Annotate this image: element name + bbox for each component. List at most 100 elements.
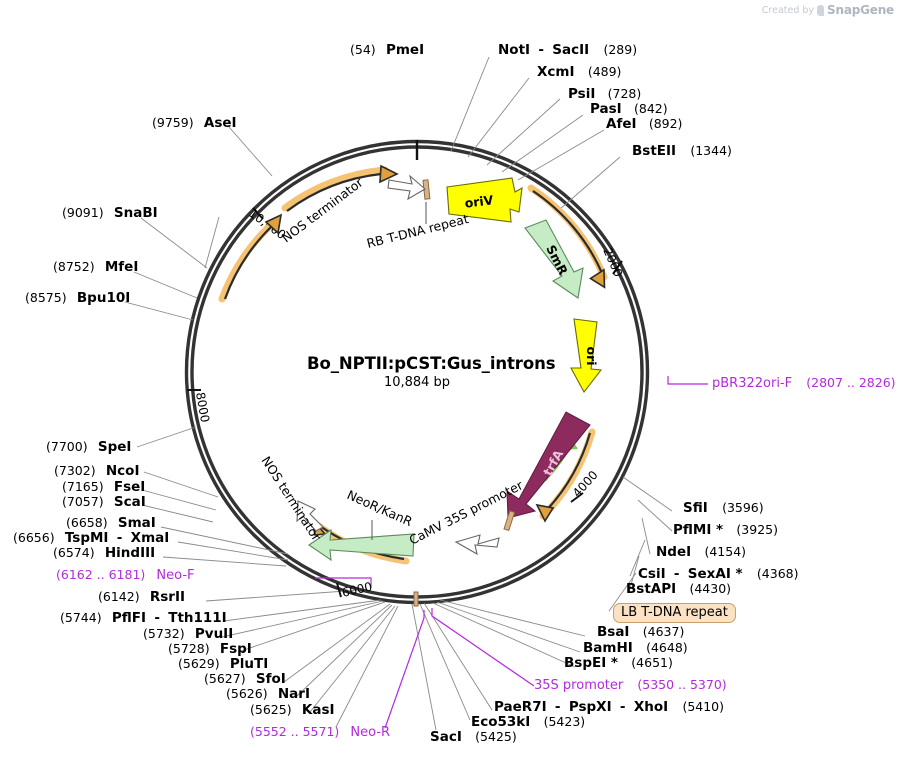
enzyme-pos-saci: (5425) [475, 729, 517, 744]
enzyme-label-ndei[interactable]: NdeI (4154) [656, 545, 746, 560]
enzyme-pos-fspi: (5728) [168, 641, 210, 656]
plasmid-name: Bo_NPTII:pCST:Gus_introns [307, 354, 556, 373]
feature-white-arrow-35S[interactable] [454, 534, 500, 556]
primer-label-neo-f[interactable]: (6162 .. 6181) Neo-F [56, 567, 195, 582]
ruler-tick-6000-label: 6000 [341, 579, 374, 600]
enzyme-label-saci[interactable]: SacI (5425) [430, 729, 517, 745]
enzyme-label-xcmi[interactable]: XcmI (489) [537, 64, 622, 80]
enzyme-label-asei[interactable]: (9759) AseI [152, 115, 237, 131]
feature-CaMV-35S-promoter[interactable] [503, 510, 516, 532]
enzyme-pos-bstei: (1344) [690, 143, 732, 158]
enzyme-name-saci: SacI [430, 729, 462, 745]
enzyme-label-pmei[interactable]: (54) PmeI [350, 42, 425, 58]
enzyme-label-bspei[interactable]: BspEI * (4651) [564, 655, 673, 671]
enzyme-label-pflmi[interactable]: PflMI * (3925) [673, 523, 778, 538]
enzyme-label-fsei[interactable]: (7165) FseI [62, 480, 145, 495]
enzyme-pos-xcmi: (489) [587, 64, 622, 79]
enzyme-pos-afei: (892) [648, 116, 683, 131]
feature-LB-TDNA-repeat-tick[interactable] [413, 591, 419, 607]
enzyme-label-snabi[interactable]: (9091) SnaBI [62, 205, 158, 221]
plasmid-size: 10,884 bp [383, 375, 451, 390]
enzyme-name-noti: NotI [498, 42, 531, 58]
enzyme-label-pluti[interactable]: (5629) PluTI [178, 657, 268, 672]
ruler-tick-8000-label: 8000 [193, 391, 212, 424]
enzyme-label-eco53ki[interactable]: Eco53kI (5423) [471, 714, 586, 730]
enzyme-name-sfoi: SfoI [255, 671, 286, 687]
enzyme-label-bsai[interactable]: BsaI (4637) [597, 625, 684, 640]
enzyme-name-bpu10i: Bpu10I [76, 290, 131, 306]
enzyme-pos-eco53ki: (5423) [543, 714, 586, 729]
primer-label-neo-r[interactable]: (5552 .. 5571) Neo-R [250, 724, 390, 739]
feature-NOS-terminator-top[interactable] [387, 174, 426, 201]
feature-RB-TDNA-repeat[interactable] [422, 179, 431, 224]
enzyme-label-spei[interactable]: (7700) SpeI [46, 439, 132, 455]
enzyme-name-rsrii: RsrII [149, 589, 186, 605]
enzyme-pos-sfii: (3596) [722, 500, 764, 515]
enzyme-label-csii-sexai[interactable]: CsiI - SexAI * (4368) [638, 566, 799, 582]
feature-oriV[interactable]: oriV [446, 177, 523, 223]
enzyme-pos-bspei: (4651) [631, 655, 673, 670]
enzyme-name-tspmi: TspMI [64, 530, 109, 546]
enzyme-label-tspmi-xmai[interactable]: (6656) TspMI - XmaI [13, 530, 169, 546]
feature-NOS-terminator-bottom[interactable] [296, 500, 324, 532]
feature-text-neor-kanr: NeoR/KanR [345, 487, 415, 529]
enzyme-label-noti-sacii[interactable]: NotI - SacII (289) [498, 42, 637, 58]
enzyme-label-bstei[interactable]: BstEII (1344) [632, 143, 732, 159]
enzyme-label-scai[interactable]: (7057) ScaI [62, 495, 146, 510]
enzyme-name-spei: SpeI [97, 439, 132, 455]
enzyme-label-rsrii[interactable]: (6142) RsrII [98, 589, 186, 605]
enzyme-name-sfii: SfiI [683, 500, 708, 516]
enzyme-label-hindiii[interactable]: (6574) HindIII [53, 545, 156, 561]
enzyme-label-bpu10i[interactable]: (8575) Bpu10I [25, 290, 131, 306]
enzyme-label-bamhi[interactable]: BamHI (4648) [583, 641, 688, 656]
enzyme-label-fspi[interactable]: (5728) FspI [168, 641, 252, 657]
enzyme-pos-asei: (9759) [152, 115, 194, 130]
feature-NeoR-KanR[interactable] [308, 520, 415, 562]
enzyme-name-tth111i: Tth111I [168, 610, 227, 626]
enzyme-label-bstapi[interactable]: BstAPI (4430) [626, 582, 731, 597]
feature-text-rb-tdna-repeat: RB T-DNA repeat [365, 211, 470, 251]
enzyme-label-psii[interactable]: PsiI (728) [568, 87, 641, 102]
primer-pos-neo-f: (6162 .. 6181) [56, 567, 146, 582]
enzyme-pos-spei: (7700) [46, 439, 88, 454]
feature-text-nos-terminator-bottom: NOS terminator [258, 453, 324, 544]
primer-name-pbr322ori-f: pBR322ori-F [712, 376, 793, 391]
enzyme-label-paer7i-pspxi-xhoi[interactable]: PaeR7I - PspXI - XhoI (5410) [494, 699, 724, 715]
enzyme-label-kasi[interactable]: (5625) KasI [250, 703, 335, 718]
enzyme-name-csii: CsiI [638, 566, 666, 582]
enzyme-label-nari[interactable]: (5626) NarI [226, 687, 310, 702]
enzyme-label-pvuii[interactable]: (5732) PvuII [143, 627, 233, 642]
enzyme-label-mfei[interactable]: (8752) MfeI [53, 260, 138, 275]
enzyme-name-pflfi: PflFI [111, 610, 147, 626]
enzyme-label-ncoi[interactable]: (7302) NcoI [54, 464, 139, 479]
primer-label-35s-promoter[interactable]: 35S promoter (5350 .. 5370) [534, 678, 727, 692]
enzyme-name-asei: AseI [203, 115, 237, 131]
primer-pos-neo-r: (5552 .. 5571) [250, 724, 340, 739]
enzyme-label-sfoi[interactable]: (5627) SfoI [204, 671, 286, 687]
enzyme-label-smai[interactable]: (6658) SmaI [66, 515, 156, 531]
enzyme-label-pasi[interactable]: PasI (842) [590, 101, 668, 117]
enzyme-pos-tspmi-xmai: (6656) [13, 530, 55, 545]
snapgene-watermark: Created by SnapGene [762, 3, 894, 17]
enzyme-label-sfii[interactable]: SfiI (3596) [683, 500, 764, 516]
enzyme-name-sacii: SacII [552, 42, 590, 58]
primer-label-pbr322ori-f[interactable]: pBR322ori-F (2807 .. 2826) [712, 376, 896, 391]
enzyme-name-snabi: SnaBI [113, 205, 158, 221]
enzyme-pos-bpu10i: (8575) [25, 290, 67, 305]
feature-box-lb-tdna-repeat[interactable]: LB T-DNA repeat [613, 603, 736, 623]
enzyme-pos-pflfi-tth111i: (5744) [60, 610, 102, 625]
feature-ori[interactable]: ori [570, 318, 603, 394]
enzyme-pos-smai: (6658) [66, 515, 108, 530]
ruler-tick-6000: 6000 [336, 579, 374, 600]
enzyme-label-pflfi-tth111i[interactable]: (5744) PflFI - Tth111I [60, 610, 227, 626]
plasmid-title-block: Bo_NPTII:pCST:Gus_introns 10,884 bp [307, 354, 556, 390]
feature-label-ori: ori [584, 346, 599, 365]
enzyme-pos-rsrii: (6142) [98, 589, 140, 604]
watermark-created-by-text: Created by [761, 4, 815, 16]
enzyme-name-pmei: PmeI [385, 42, 425, 58]
enzyme-name-pasi: PasI [590, 101, 622, 117]
enzyme-name-hindiii: HindIII [104, 545, 156, 561]
enzyme-label-afei[interactable]: AfeI (892) [606, 116, 683, 132]
enzyme-pos-hindiii: (6574) [53, 545, 95, 560]
enzyme-name-paer7i: PaeR7I [494, 699, 547, 715]
